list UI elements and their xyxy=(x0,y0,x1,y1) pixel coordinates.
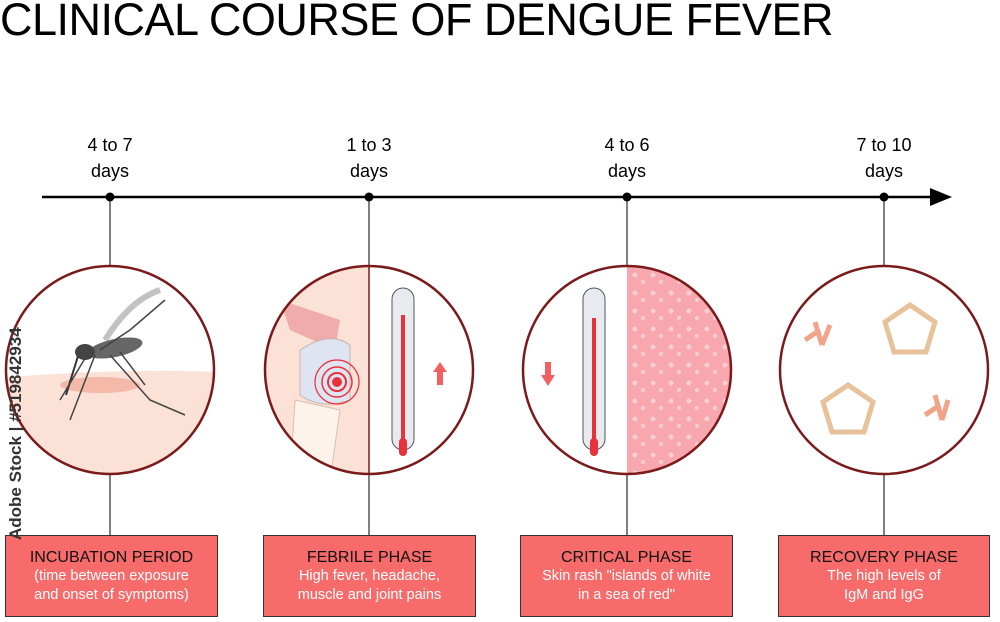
phase-box-critical: CRITICAL PHASE Skin rash "islands of whit… xyxy=(520,535,733,617)
watermark: Adobe Stock | #519842934 xyxy=(6,327,25,540)
mosquito-icon xyxy=(6,266,214,474)
joint-pain-thermometer-icon xyxy=(265,266,473,474)
timeline-dots xyxy=(105,192,889,202)
duration-label: 7 to 10 days xyxy=(856,135,912,181)
rash-thermometer-icon xyxy=(523,266,731,474)
phase-box-recovery: RECOVERY PHASE The high levels of IgM and … xyxy=(778,535,990,617)
page-title: CLINICAL COURSE OF DENGUE FEVER xyxy=(0,0,833,45)
phase-box-incubation: INCUBATION PERIOD (time between exposure a… xyxy=(5,535,218,617)
timeline-arrowhead xyxy=(930,188,952,206)
phase-box-febrile: FEBRILE PHASE High fever, headache, muscle… xyxy=(263,535,476,617)
phase-circles xyxy=(4,264,990,476)
duration-label: 4 to 7 days xyxy=(87,135,133,181)
antibodies-icon xyxy=(780,266,988,474)
connectors xyxy=(109,197,885,535)
duration-label: 1 to 3 days xyxy=(346,135,392,181)
duration-label: 4 to 6 days xyxy=(604,135,650,181)
